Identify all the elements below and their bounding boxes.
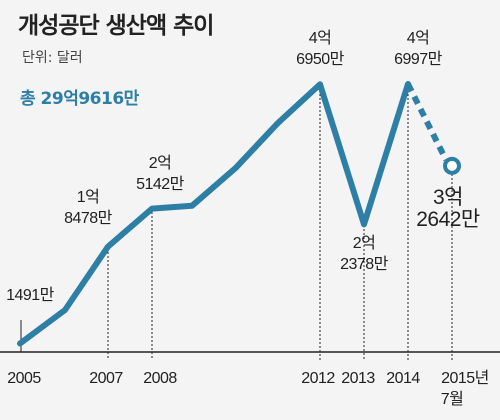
point-2015-7	[443, 156, 461, 175]
x-tick-label: 2008	[143, 370, 177, 387]
chart-title: 개성공단 생산액 추이	[18, 13, 214, 39]
x-tick-label: 7월	[441, 390, 464, 408]
series-line-solid	[17, 81, 411, 347]
x-tick-label: 2005	[7, 370, 41, 387]
series-lines	[17, 81, 461, 347]
unit-label: 단위: 달러	[22, 50, 83, 66]
series-line-dashed	[405, 82, 449, 162]
x-tick-labels: 2005 2007 2008 2012 2013 2014 2015년 7월	[7, 369, 489, 408]
x-tick-label: 2013	[341, 370, 375, 387]
data-label-2013: 2억 2378만	[340, 234, 389, 273]
x-tick-label: 2012	[301, 370, 335, 387]
data-label-2014: 4억 6997만	[394, 29, 443, 68]
x-tick-label: 2015년	[441, 369, 489, 387]
data-label-2007: 1억 8478만	[64, 188, 113, 227]
data-label-2015년 7월: 3억 2642만	[416, 186, 480, 231]
data-label-2008: 2억 5142만	[136, 154, 185, 193]
total-label: 총 29억9616만	[20, 89, 139, 109]
x-tick-label: 2014	[386, 370, 420, 387]
data-label-2012: 4억 6950만	[296, 29, 345, 68]
data-labels: 1491만 1억 8478만 2억 5142만 4억 6950만 2억 2378만 4억 6997만…	[6, 29, 480, 304]
x-tick-label: 2007	[89, 370, 123, 387]
data-label-2005: 1491만	[6, 286, 55, 304]
guide-lines	[20, 90, 453, 360]
